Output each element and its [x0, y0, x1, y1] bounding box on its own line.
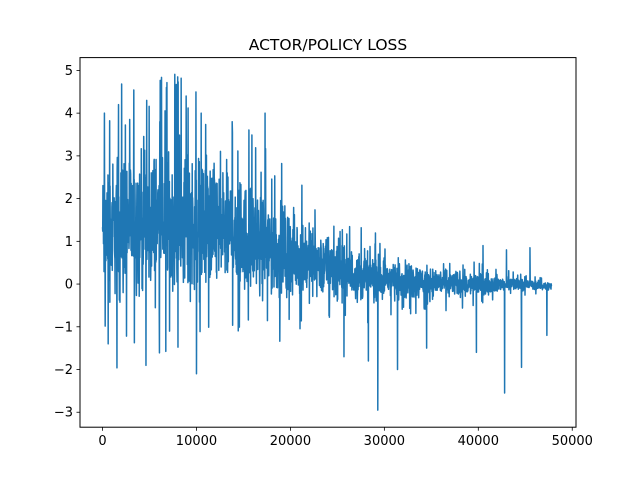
y-tick-label: 4 [65, 107, 73, 122]
x-tick-label: 20000 [270, 434, 311, 449]
x-tick-label: 50000 [552, 434, 593, 449]
y-tick-label: 3 [65, 149, 73, 164]
x-tick-label: 40000 [458, 434, 499, 449]
series-line [101, 73, 553, 411]
y-tick-label: −2 [54, 363, 73, 378]
chart-title: ACTOR/POLICY LOSS [249, 36, 407, 54]
x-tick-label: 30000 [364, 434, 405, 449]
x-axis: 0 10000 20000 30000 40000 50000 [98, 427, 593, 449]
plot-frame [79, 57, 577, 428]
y-axis: −3 −2 −1 0 1 2 3 4 5 [54, 64, 80, 421]
series-layer [101, 73, 553, 411]
y-tick-label: −3 [54, 406, 73, 421]
y-tick-label: 2 [65, 192, 73, 207]
x-tick-label: 10000 [176, 434, 217, 449]
y-tick-label: −1 [54, 320, 73, 335]
y-tick-label: 0 [65, 278, 73, 293]
y-tick-label: 5 [65, 64, 73, 79]
y-tick-label: 1 [65, 235, 73, 250]
x-tick-label: 0 [98, 434, 106, 449]
